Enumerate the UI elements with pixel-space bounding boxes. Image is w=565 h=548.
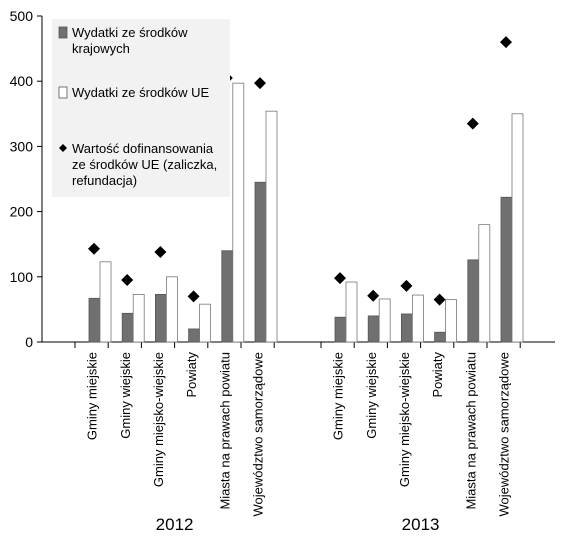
bar [121,312,134,343]
marker-point [466,117,479,130]
category-label: Gminy wiejskie [118,352,133,439]
marker-point [187,290,200,303]
category-label: Powiaty [184,352,199,398]
y-tick-label: 100 [10,269,34,285]
legend-label: ze środków UE (zaliczka, [72,157,217,172]
bar [188,328,201,343]
bar [445,299,458,343]
y-tick-label: 200 [10,204,34,220]
category-label: Województwo samorządowe [497,352,512,517]
bar [132,294,145,343]
marker-point [121,274,134,287]
marker-point [88,242,100,255]
bar [478,224,491,343]
category-labels: Gminy miejskie Gminy wiejskie Gminy miejsk… [85,352,512,534]
bar [334,316,347,343]
category-label: Gminy miejsko-wiejskie [397,352,412,487]
axes: 0 100 200 300 400 500 [10,8,555,350]
marker-point [254,77,266,90]
marker-point [433,293,446,306]
legend-swatch [58,26,68,39]
bar [345,281,358,343]
bar [500,196,513,343]
category-label: Województwo samorządowe [251,352,266,517]
legend-label: krajowych [72,41,130,56]
bar [221,250,234,343]
group-label: 2012 [156,515,194,534]
bar [199,303,212,343]
bar [378,298,391,343]
bar [254,181,267,343]
bar [367,315,380,343]
bar [265,110,278,343]
bar [165,276,178,343]
bar [400,313,413,343]
marker-point [334,272,346,285]
markers [88,36,512,306]
category-label: Powiaty [430,352,445,398]
legend-swatch [58,86,68,99]
marker-point [154,246,167,259]
marker-point [367,289,380,302]
bars [88,82,524,343]
group-label: 2013 [402,515,440,534]
legend-label: Wydatki ze środków UE [72,85,209,100]
legend-box [52,19,230,197]
y-tick-label: 300 [10,138,34,154]
marker-point [400,279,413,292]
category-label: Gminy wiejskie [364,352,379,439]
bar [88,297,101,343]
bar [154,294,167,343]
category-label: Gminy miejskie [85,352,100,440]
legend-swatch [59,144,67,152]
marker-point [500,36,512,49]
bar [511,113,524,343]
category-label: Miasta na prawach powiatu [463,352,478,510]
legend-label: Wartość dofinansowania [72,141,214,156]
category-label: Miasta na prawach powiatu [217,352,232,510]
y-tick-label: 0 [25,334,33,350]
category-label: Gminy miejsko-wiejskie [151,352,166,487]
legend-label: Wydatki ze środków [72,25,188,40]
bar [411,294,424,343]
y-tick-label: 400 [10,73,34,89]
bar [232,82,245,343]
y-tick-label: 500 [10,8,34,24]
category-label: Gminy miejskie [331,352,346,440]
bar [99,261,112,343]
legend-label: refundacja) [72,173,137,188]
bar [434,331,447,343]
bar [467,259,480,343]
